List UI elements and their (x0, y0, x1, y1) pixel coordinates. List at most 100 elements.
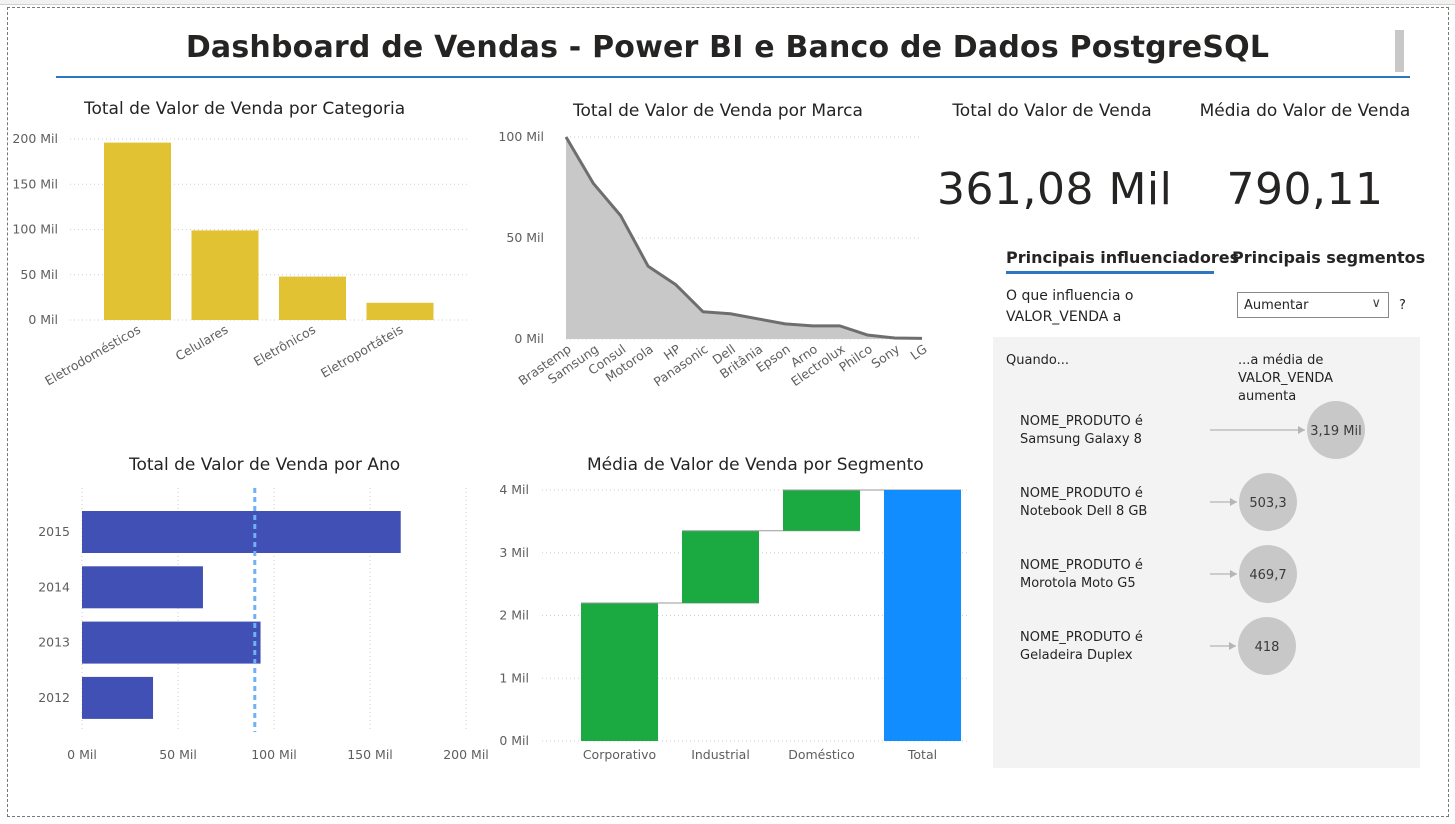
arrow-head-icon (1230, 570, 1237, 578)
influence-bubble (1307, 401, 1365, 459)
y-tick-label: 1 Mil (499, 670, 529, 685)
x-tick-label: 0 Mil (67, 747, 97, 762)
when-label: Quando... (1006, 353, 1070, 368)
y-tick-label: 2013 (38, 635, 70, 650)
kpi-total-value: 361,08 Mil (937, 164, 1173, 215)
y-tick-label: 2 Mil (499, 608, 529, 623)
window-top-strip (0, 0, 1455, 5)
influence-bubble (1239, 545, 1297, 603)
tab-key-influencers[interactable]: Principais influenciadores (1006, 248, 1240, 267)
active-tab-indicator (1006, 271, 1214, 274)
x-tick-label: Total (907, 747, 937, 762)
y-tick-label: 4 Mil (499, 482, 529, 497)
influence-bubble (1238, 617, 1296, 675)
x-tick-label: Eletroportáteis (318, 322, 405, 381)
x-tick-label: Eletrodomésticos (42, 322, 143, 389)
category-chart[interactable]: 200 Mil 150 Mil 100 Mil 50 Mil 0 MilEletrodo… (0, 120, 480, 400)
influence-value: 503,3 (1249, 496, 1286, 511)
influencer-item-4-label[interactable]: NOME_PRODUTO é Geladeira Duplex (1020, 629, 1180, 665)
y-tick-label: 50 Mil (506, 230, 544, 245)
y-tick-label: 0 Mil (28, 312, 58, 327)
y-tick-label: 0 Mil (514, 331, 544, 346)
influencer-value: Samsung Galaxy 8 (1020, 432, 1142, 447)
influencer-bubbles[interactable]: 3,19 Mil 503,3 469,7 418 (1190, 390, 1390, 690)
x-tick-label: 200 Mil (443, 747, 489, 762)
influencer-item-1-label[interactable]: NOME_PRODUTO é Samsung Galaxy 8 (1020, 413, 1180, 449)
x-tick-label: Doméstico (788, 747, 855, 762)
bar-eletrônicos (279, 276, 346, 320)
average-label-line-1: ...a média de VALOR_VENDA (1238, 353, 1334, 386)
series-line (564, 136, 923, 340)
influence-bubble (1239, 473, 1297, 531)
direction-dropdown[interactable]: Aumentar ∨ (1237, 292, 1389, 318)
influencer-value: Morotola Moto G5 (1020, 576, 1136, 591)
year-chart[interactable]: 0 Mil 50 Mil 100 Mil 150 Mil 200 Mil 2015 2014… (0, 480, 490, 770)
influencer-field: NOME_PRODUTO é (1020, 414, 1143, 429)
influencer-question: O que influencia o VALOR_VENDA a (1006, 286, 1206, 328)
y-tick-label: 2014 (38, 579, 70, 594)
x-tick-label: 100 Mil (251, 747, 297, 762)
bar-celulares (191, 230, 259, 320)
influencer-item-2-label[interactable]: NOME_PRODUTO é Notebook Dell 8 GB (1020, 485, 1180, 521)
arrow-head-icon (1229, 642, 1236, 650)
tab-top-segments[interactable]: Principais segmentos (1232, 248, 1426, 267)
x-tick-label: Panasonic (651, 341, 711, 389)
x-tick-label: Corporativo (583, 747, 656, 762)
scrollbar-thumb[interactable] (1395, 30, 1404, 72)
chevron-down-icon: ∨ (1371, 296, 1381, 311)
average-label-line-2: aumenta (1238, 389, 1297, 404)
question-line-1: O que influencia o (1006, 288, 1134, 304)
dropdown-selected-value: Aumentar (1244, 298, 1309, 313)
influencer-field: NOME_PRODUTO é (1020, 486, 1143, 501)
bar-eletrodomésticos (104, 142, 171, 320)
x-tick-label: Eletrônicos (251, 322, 318, 369)
y-tick-label: 100 Mil (498, 129, 544, 144)
page-title: Dashboard de Vendas - Power BI e Banco d… (185, 30, 1270, 65)
influencer-value: Notebook Dell 8 GB (1020, 504, 1148, 519)
y-tick-label: 50 Mil (20, 267, 58, 282)
bar-2015 (82, 511, 401, 553)
y-tick-label: 2012 (38, 690, 70, 705)
help-icon[interactable]: ? (1399, 298, 1406, 313)
bar-total (884, 490, 961, 741)
arrow-head-icon (1230, 498, 1237, 506)
y-tick-label: 150 Mil (12, 176, 58, 191)
question-line-2: VALOR_VENDA a (1006, 309, 1122, 325)
bar-2013 (82, 621, 261, 664)
y-tick-label: 2015 (38, 524, 70, 539)
kpi-total-title: Total do Valor de Venda (952, 101, 1152, 121)
x-tick-label: Sony (868, 341, 902, 371)
y-tick-label: 100 Mil (12, 222, 58, 237)
bar-2012 (82, 676, 154, 719)
bar-doméstico (783, 490, 860, 531)
category-chart-title: Total de Valor de Venda por Categoria (84, 99, 406, 119)
year-chart-title: Total de Valor de Venda por Ano (129, 455, 401, 475)
y-tick-label: 0 Mil (499, 733, 529, 748)
kpi-average-value: 790,11 (1226, 164, 1384, 215)
y-tick-label: 3 Mil (499, 545, 529, 560)
kpi-average-title: Média do Valor de Venda (1199, 101, 1411, 121)
brand-chart-title: Total de Valor de Venda por Marca (573, 101, 863, 121)
segment-chart-title: Média de Valor de Venda por Segmento (587, 455, 924, 475)
x-tick-label: 50 Mil (159, 747, 197, 762)
bar-2014 (82, 566, 203, 609)
bar-corporativo (581, 602, 658, 741)
segment-chart[interactable]: 4 Mil 3 Mil 2 Mil 1 Mil 0 Mil Corporativo Indu… (490, 478, 980, 770)
x-tick-label: 150 Mil (347, 747, 393, 762)
y-tick-label: 200 Mil (12, 131, 58, 146)
influencer-value: Geladeira Duplex (1020, 648, 1133, 663)
influence-value: 3,19 Mil (1310, 424, 1362, 439)
bar-eletroportáteis (366, 302, 434, 320)
influencer-field: NOME_PRODUTO é (1020, 630, 1143, 645)
influence-value: 469,7 (1249, 568, 1286, 583)
x-tick-label: Celulares (173, 322, 231, 364)
influencer-item-3-label[interactable]: NOME_PRODUTO é Morotola Moto G5 (1020, 557, 1180, 593)
bar-industrial (682, 530, 759, 603)
influence-value: 418 (1255, 640, 1280, 655)
x-tick-label: Industrial (691, 747, 750, 762)
influencer-field: NOME_PRODUTO é (1020, 558, 1143, 573)
average-increase-label: ...a média de VALOR_VENDA aumenta (1238, 352, 1418, 406)
arrow-head-icon (1298, 426, 1305, 434)
area-fill (566, 137, 922, 339)
